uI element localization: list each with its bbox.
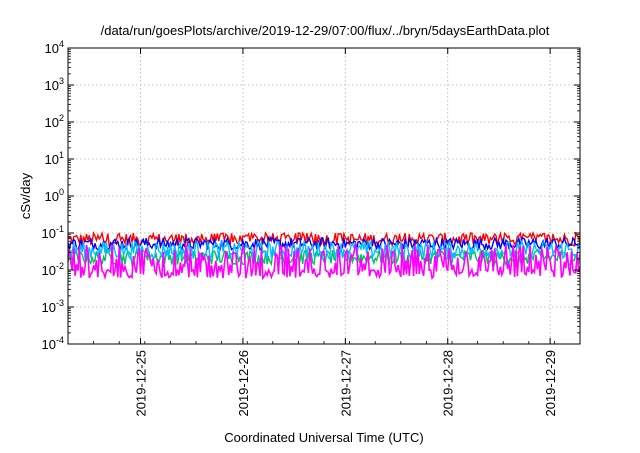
chart-title: /data/run/goesPlots/archive/2019-12-29/0…	[101, 23, 550, 38]
x-tick-label: 2019-12-26	[236, 350, 251, 417]
x-tick-labels: 2019-12-25 2019-12-26 2019-12-27 2019-12-28…	[67, 48, 581, 417]
x-tick-label: 2019-12-28	[441, 350, 456, 417]
grid-lines	[68, 48, 580, 344]
y-tick-label: 101	[45, 150, 64, 167]
series-group	[67, 230, 581, 281]
y-axis-label: cSv/day	[18, 172, 33, 219]
x-tick-label: 2019-12-29	[543, 350, 558, 417]
series-line	[67, 238, 581, 261]
y-tick-label: 104	[45, 39, 64, 56]
y-tick-label: 102	[45, 113, 64, 130]
series-line	[67, 242, 581, 281]
y-tick-label: 103	[45, 76, 64, 93]
y-tick-label: 10-4	[42, 335, 64, 352]
y-tick-label: 10-3	[42, 298, 64, 315]
y-tick-label: 100	[45, 187, 64, 204]
series-line	[67, 230, 581, 248]
y-tick-labels: 10-4 10-3 10-2 10-1 100 101 102 103 104	[42, 39, 580, 352]
y-tick-label: 10-2	[42, 261, 64, 278]
x-tick-label: 2019-12-27	[338, 350, 353, 417]
y-tick-label: 10-1	[42, 224, 64, 241]
x-axis-label: Coordinated Universal Time (UTC)	[224, 430, 423, 445]
x-tick-label: 2019-12-25	[134, 350, 149, 417]
series-line	[67, 235, 581, 253]
